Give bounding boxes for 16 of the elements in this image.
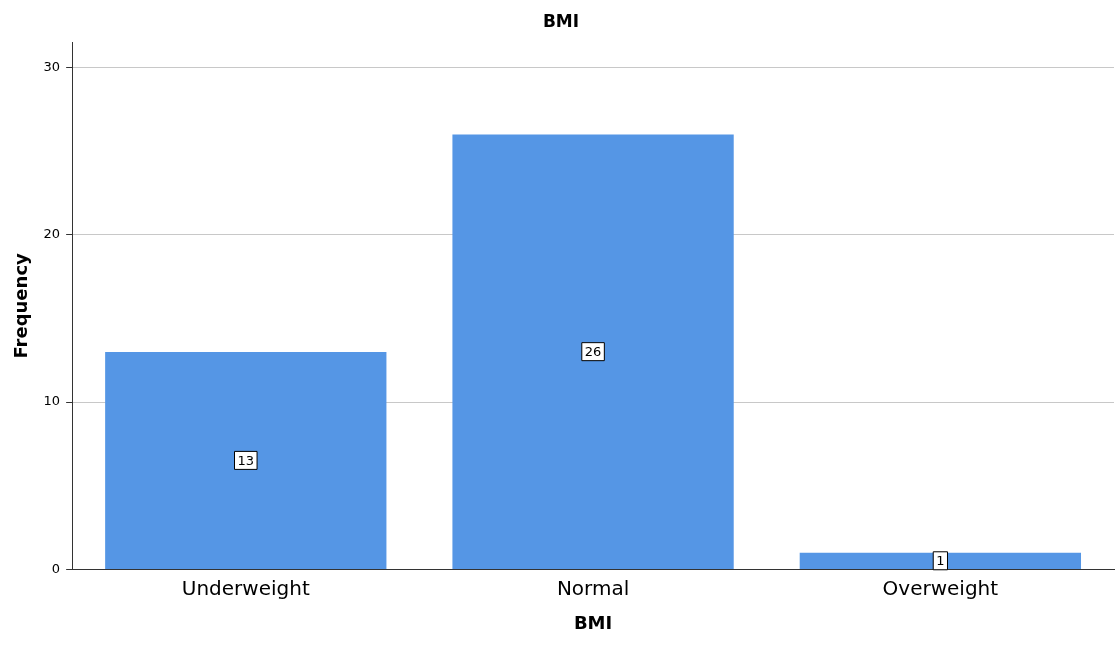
y-tick-label: 10 [43,393,61,409]
bar [105,351,387,569]
x-tick-label: Underweight [181,575,310,600]
y-axis-title: Frequency [10,252,32,359]
bar [452,134,734,569]
data-label: 1 [936,553,945,569]
x-tick-label: Overweight [882,575,999,600]
bar [799,552,1082,569]
chart-title: BMI [542,10,580,31]
y-tick-label: 0 [51,560,61,576]
x-tick-label: Normal [556,575,630,600]
data-label: 26 [584,344,602,360]
data-label: 13 [237,452,255,468]
y-tick-label: 20 [43,226,61,242]
y-tick-label: 30 [43,58,61,74]
x-axis-title: BMI [573,611,613,633]
